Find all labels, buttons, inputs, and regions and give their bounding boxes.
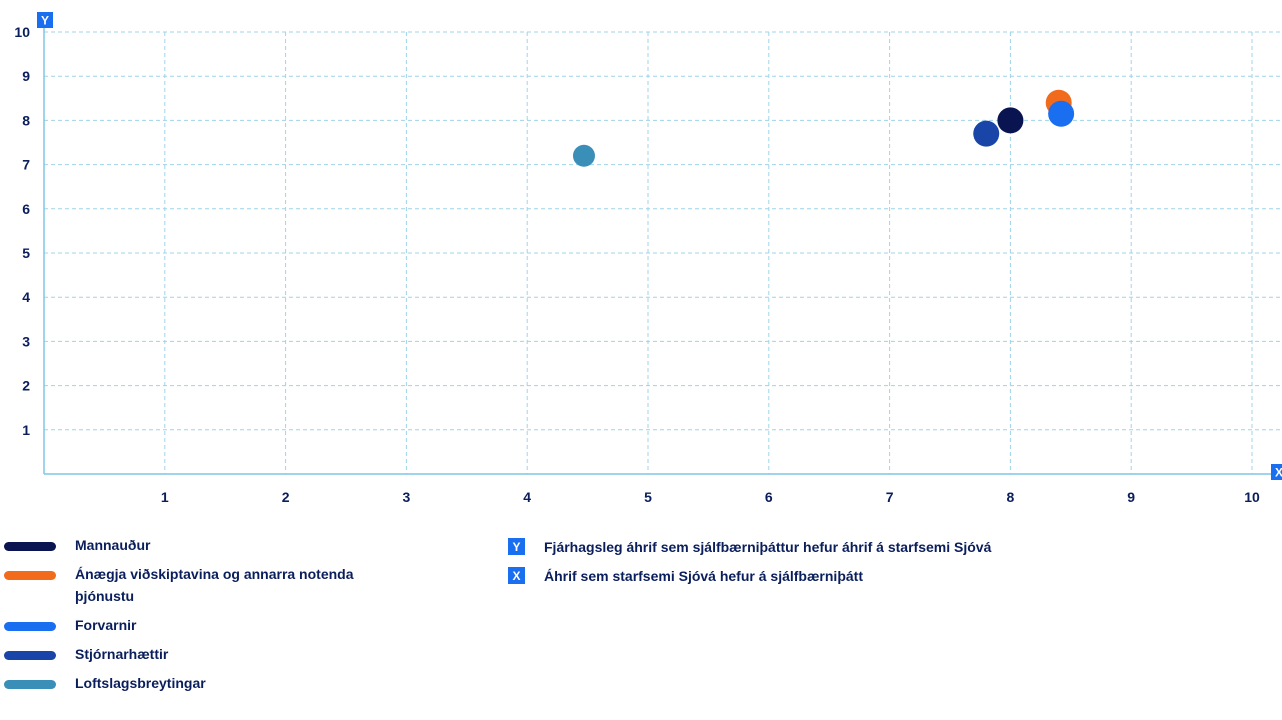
x-tick-label: 2 (282, 489, 290, 505)
series-legend: Mannauður Ánægja viðskiptavina og annarr… (4, 537, 444, 705)
y-tick-label: 8 (22, 112, 30, 128)
legend-label: Stjórnarhættir (75, 646, 169, 662)
x-tick-label: 10 (1244, 489, 1260, 505)
axis-legend-item-x: X Áhrif sem starfsemi Sjóvá hefur á sjál… (508, 567, 1248, 584)
legend-label: Loftslagsbreytingar (75, 675, 206, 691)
legend-item-stjornarhaettir: Stjórnarhættir (4, 646, 444, 665)
legend-swatch (4, 571, 56, 580)
x-tick-label: 6 (765, 489, 773, 505)
y-tick-label: 6 (22, 201, 30, 217)
y-axis-description: Fjárhagsleg áhrif sem sjálfbærniþáttur h… (544, 538, 992, 555)
data-point (1048, 100, 1075, 127)
y-tick-label: 3 (22, 333, 30, 349)
y-tick-label: 1 (22, 422, 30, 438)
legend-label: Forvarnir (75, 617, 137, 633)
y-tick-label: 2 (22, 378, 30, 394)
x-tick-label: 3 (403, 489, 411, 505)
data-point (973, 120, 1000, 147)
x-tick-label: 1 (161, 489, 169, 505)
axis-legend-item-y: Y Fjárhagsleg áhrif sem sjálfbærniþáttur… (508, 538, 1248, 555)
legend-label: Ánægja viðskiptavina og annarra notenda … (75, 566, 354, 604)
data-point (572, 144, 595, 167)
y-badge-icon: Y (508, 538, 525, 555)
legend-item-mannaudur: Mannauður (4, 537, 444, 556)
y-tick-label: 5 (22, 245, 30, 261)
x-tick-label: 4 (523, 489, 531, 505)
y-tick-label: 7 (22, 157, 30, 173)
y-axis-badge-label: Y (41, 14, 49, 28)
y-tick-label: 9 (22, 68, 30, 84)
x-tick-label: 9 (1127, 489, 1135, 505)
x-tick-label: 8 (1007, 489, 1015, 505)
x-badge-icon: X (508, 567, 525, 584)
legend-swatch (4, 542, 56, 551)
x-axis-description: Áhrif sem starfsemi Sjóvá hefur á sjálfb… (544, 567, 863, 584)
legend-swatch (4, 622, 56, 631)
legend-item-forvarnir: Forvarnir (4, 617, 444, 636)
x-axis-badge-label: X (1275, 466, 1282, 480)
x-tick-label: 7 (886, 489, 894, 505)
x-axis-badge-icon (1271, 464, 1282, 480)
y-axis-badge-icon (37, 12, 53, 28)
x-tick-label: 5 (644, 489, 652, 505)
legend-swatch (4, 680, 56, 689)
axis-legend: Y Fjárhagsleg áhrif sem sjálfbærniþáttur… (508, 538, 1248, 596)
legend-item-anaegja: Ánægja viðskiptavina og annarra notenda … (4, 566, 444, 607)
legend-item-loftslagsbreytingar: Loftslagsbreytingar (4, 675, 444, 694)
y-tick-label: 4 (22, 289, 30, 305)
legend-label: Mannauður (75, 537, 151, 553)
data-point (997, 107, 1024, 134)
y-tick-label: 10 (14, 24, 30, 40)
legend-swatch (4, 651, 56, 660)
